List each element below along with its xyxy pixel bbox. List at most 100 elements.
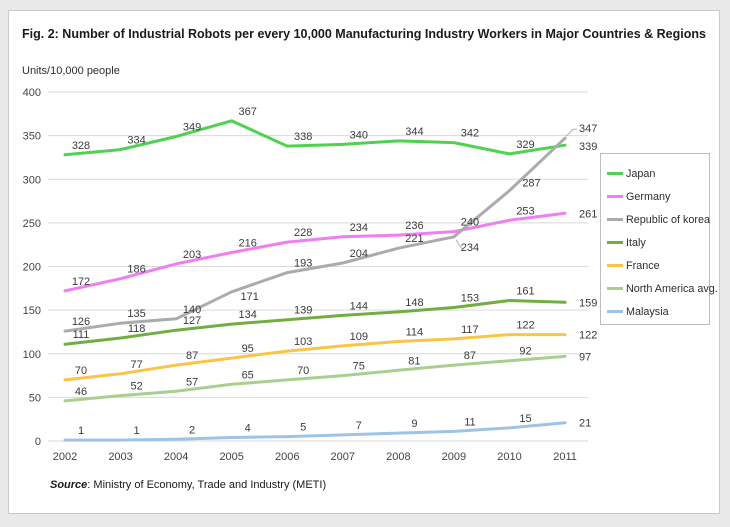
x-axis-tick-label: 2006: [275, 451, 299, 463]
x-axis-tick-label: 2004: [164, 451, 188, 463]
data-label-malaysia: 21: [579, 418, 591, 430]
data-label-france: 87: [186, 350, 198, 362]
data-label-malaysia: 1: [78, 425, 84, 437]
data-label-republic-of-korea: 135: [127, 308, 145, 320]
data-label-malaysia: 15: [519, 413, 531, 425]
x-axis-tick-label: 2002: [53, 451, 77, 463]
data-label-france: 77: [130, 359, 142, 371]
legend-label: North America avg.: [626, 282, 718, 295]
data-label-germany: 216: [239, 238, 257, 250]
data-label-italy: 144: [350, 300, 368, 312]
legend-item-france: France: [607, 254, 709, 277]
y-axis-tick-label: 250: [23, 218, 41, 230]
data-label-republic-of-korea: 140: [183, 304, 201, 316]
data-label-malaysia: 1: [134, 425, 140, 437]
data-label-malaysia: 9: [411, 418, 417, 430]
legend-label: Italy: [626, 236, 646, 249]
data-label-republic-of-korea: 221: [405, 233, 423, 245]
data-label-france: 70: [75, 365, 87, 377]
data-label-japan: 338: [294, 131, 312, 143]
data-label-north-america-avg: 75: [353, 361, 365, 373]
data-label-italy: 127: [183, 315, 201, 327]
data-label-france: 122: [516, 320, 534, 332]
data-label-republic-of-korea: 347: [579, 123, 597, 135]
source-text: : Ministry of Economy, Trade and Industr…: [87, 479, 327, 491]
data-label-north-america-avg: 46: [75, 386, 87, 398]
label-leader-line: [565, 128, 578, 137]
data-label-malaysia: 4: [245, 423, 251, 435]
data-label-north-america-avg: 81: [408, 355, 420, 367]
series-line-japan: [63, 119, 567, 157]
data-label-japan: 340: [350, 129, 368, 141]
data-label-germany: 236: [405, 220, 423, 232]
legend-item-republic-of-korea: Republic of korea: [607, 208, 711, 231]
legend-item-malaysia: Malaysia: [607, 300, 709, 323]
chart-title: Fig. 2: Number of Industrial Robots per …: [22, 27, 706, 41]
x-axis-tick-label: 2003: [108, 451, 132, 463]
legend-item-italy: Italy: [607, 231, 709, 254]
x-axis-tick-label: 2007: [331, 451, 355, 463]
line-chart: 0 50 100 150 200 250 300 350 400 2002 2003 2004 2005…: [23, 87, 598, 463]
data-label-north-america-avg: 97: [579, 351, 591, 363]
data-label-france: 103: [294, 336, 312, 348]
series-line-republic-of-korea: [63, 136, 567, 333]
y-axis-tick-label: 200: [23, 262, 41, 274]
y-axis-tick-label: 0: [35, 436, 41, 448]
data-label-japan: 344: [405, 126, 423, 138]
data-label-japan: 329: [516, 139, 534, 151]
data-label-japan: 367: [239, 106, 257, 118]
series-line-france: [63, 333, 567, 382]
legend-swatch-france: [607, 264, 623, 267]
data-label-france: 109: [350, 331, 368, 343]
data-label-japan: 334: [127, 135, 145, 147]
legend-label: Republic of korea: [626, 213, 711, 226]
legend-swatch-italy: [607, 241, 623, 244]
legend-swatch-japan: [607, 172, 623, 175]
label-leader-line: [455, 239, 463, 250]
y-axis-tick-label: 150: [23, 305, 41, 317]
data-label-republic-of-korea: 126: [72, 316, 90, 328]
data-label-japan: 339: [579, 141, 597, 153]
y-axis-units-label: Units/10,000 people: [22, 65, 120, 77]
x-axis-tick-label: 2009: [442, 451, 466, 463]
data-label-republic-of-korea: 234: [461, 242, 479, 254]
series-line-north-america-avg: [63, 354, 567, 403]
legend-label: Germany: [626, 190, 671, 203]
data-label-north-america-avg: 92: [519, 346, 531, 358]
data-label-germany: 203: [183, 249, 201, 261]
data-label-france: 122: [579, 330, 597, 342]
data-label-germany: 240: [461, 217, 479, 229]
legend-item-germany: Germany: [607, 185, 709, 208]
data-label-italy: 139: [294, 305, 312, 317]
data-label-germany: 234: [350, 222, 368, 234]
legend-item-japan: Japan: [607, 162, 709, 185]
x-axis-tick-label: 2010: [497, 451, 521, 463]
legend-label: Japan: [626, 167, 656, 180]
data-label-france: 114: [406, 327, 424, 339]
y-axis-tick-label: 50: [29, 392, 41, 404]
y-axis-tick-label: 100: [23, 349, 41, 361]
data-label-republic-of-korea: 193: [294, 258, 312, 270]
data-label-malaysia: 2: [189, 424, 195, 436]
data-label-north-america-avg: 70: [297, 365, 309, 377]
y-axis-tick-label: 400: [23, 87, 41, 99]
data-label-italy: 153: [461, 293, 479, 305]
data-label-italy: 161: [516, 286, 534, 298]
data-label-japan: 328: [72, 140, 90, 152]
source-label: Source: [50, 479, 88, 491]
x-axis-tick-label: 2011: [553, 451, 577, 463]
data-label-japan: 349: [183, 122, 201, 134]
data-label-italy: 118: [128, 323, 146, 335]
data-label-germany: 253: [516, 205, 534, 217]
data-label-germany: 186: [127, 264, 145, 276]
legend-swatch-malaysia: [607, 310, 623, 313]
data-label-malaysia: 11: [464, 416, 475, 428]
x-axis-tick-label: 2008: [386, 451, 410, 463]
chart-panel: Fig. 2: Number of Industrial Robots per …: [8, 10, 720, 514]
legend-label: France: [626, 259, 660, 272]
legend-swatch-germany: [607, 195, 623, 198]
data-label-republic-of-korea: 204: [350, 248, 368, 260]
data-label-italy: 159: [579, 297, 597, 309]
legend-item-north-america-avg: North America avg.: [607, 277, 718, 300]
